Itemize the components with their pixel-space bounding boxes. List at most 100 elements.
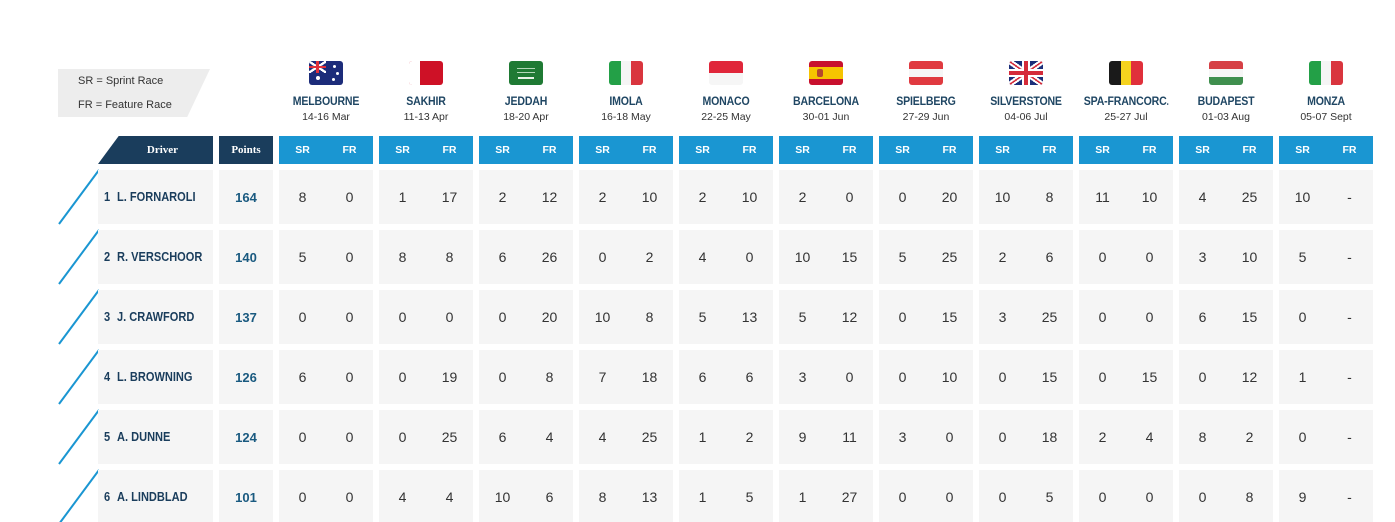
- feature-race-header[interactable]: FR: [1142, 144, 1157, 156]
- feature-race-points: 17: [441, 189, 458, 205]
- feature-race-header[interactable]: FR: [542, 144, 557, 156]
- feature-race-points: 10: [641, 189, 658, 205]
- sprint-race-header[interactable]: SR: [895, 144, 910, 156]
- sprint-race-header[interactable]: SR: [1195, 144, 1210, 156]
- sprint-race-header[interactable]: SR: [795, 144, 810, 156]
- race-8[interactable]: SPA-FRANCORC... 25-27 Jul: [1078, 58, 1174, 123]
- feature-race-points: 0: [345, 249, 354, 265]
- race-result-cell: 6 15: [1179, 290, 1273, 344]
- feature-race-points: 0: [1145, 249, 1154, 265]
- sprint-race-points: 3: [1198, 249, 1207, 265]
- sprint-race-points: 8: [298, 189, 307, 205]
- sprint-race-points: 0: [898, 369, 907, 385]
- sprint-race-points: 6: [1198, 309, 1207, 325]
- driver-column-header[interactable]: Driver: [98, 136, 213, 164]
- race-column-header-7: SR FR: [979, 136, 1073, 164]
- sprint-race-points: 0: [498, 309, 507, 325]
- sprint-race-header[interactable]: SR: [495, 144, 510, 156]
- feature-race-points: 8: [645, 309, 654, 325]
- feature-race-points: 4: [445, 489, 454, 505]
- sprint-race-points: 4: [698, 249, 707, 265]
- sprint-race-header[interactable]: SR: [295, 144, 310, 156]
- feature-race-points: 12: [541, 189, 558, 205]
- feature-race-points: 20: [541, 309, 558, 325]
- feature-race-header[interactable]: FR: [642, 144, 657, 156]
- driver-name[interactable]: A. LINDBLAD: [117, 489, 188, 504]
- sprint-race-header[interactable]: SR: [1095, 144, 1110, 156]
- feature-race-points: 13: [641, 489, 658, 505]
- race-9[interactable]: BUDAPEST 01-03 Aug: [1178, 58, 1274, 123]
- sprint-race-points: 6: [298, 369, 307, 385]
- feature-race-header[interactable]: FR: [1242, 144, 1257, 156]
- feature-race-points: 25: [441, 429, 458, 445]
- sprint-race-points: 0: [298, 429, 307, 445]
- race-3[interactable]: IMOLA 16-18 May: [578, 58, 674, 123]
- table-row[interactable]: 2 R. VERSCHOOR 140 5 0 8 8 6 26 0 2 4 0 10 15 5 25 2 6 0 0 3 1…: [0, 229, 1395, 285]
- feature-race-header[interactable]: FR: [1042, 144, 1057, 156]
- feature-race-header[interactable]: FR: [842, 144, 857, 156]
- driver-name[interactable]: J. CRAWFORD: [117, 309, 195, 324]
- race-result-cell: 0 12: [1179, 350, 1273, 404]
- race-10[interactable]: MONZA 05-07 Sept: [1278, 58, 1374, 123]
- driver-points: 124: [219, 410, 273, 464]
- feature-race-points: 10: [1241, 249, 1258, 265]
- feature-race-points: 10: [1141, 189, 1158, 205]
- race-result-cell: 0 15: [979, 350, 1073, 404]
- united-kingdom-flag-icon: [1009, 61, 1043, 85]
- driver-cell: [98, 410, 213, 464]
- sprint-race-points: 5: [898, 249, 907, 265]
- sprint-race-header[interactable]: SR: [695, 144, 710, 156]
- race-result-cell: 5 13: [679, 290, 773, 344]
- feature-race-points: 25: [641, 429, 658, 445]
- driver-name[interactable]: L. BROWNING: [117, 369, 193, 384]
- race-result-cell: 2 12: [479, 170, 573, 224]
- driver-name[interactable]: A. DUNNE: [117, 429, 171, 444]
- feature-race-points: 15: [1241, 309, 1258, 325]
- race-4[interactable]: MONACO 22-25 May: [678, 58, 774, 123]
- points-column-header[interactable]: Points: [219, 136, 273, 164]
- race-2[interactable]: JEDDAH 18-20 Apr: [478, 58, 574, 123]
- feature-race-header[interactable]: FR: [442, 144, 457, 156]
- race-name: SAKHIR: [406, 94, 446, 108]
- sprint-race-points: 0: [298, 489, 307, 505]
- feature-race-points: 15: [1041, 369, 1058, 385]
- sprint-race-header[interactable]: SR: [1295, 144, 1310, 156]
- sprint-race-header[interactable]: SR: [595, 144, 610, 156]
- race-column-header-8: SR FR: [1079, 136, 1173, 164]
- sprint-race-points: 2: [1098, 429, 1107, 445]
- race-result-cell: 0 15: [879, 290, 973, 344]
- race-name: BUDAPEST: [1197, 94, 1255, 108]
- race-7[interactable]: SILVERSTONE 04-06 Jul: [978, 58, 1074, 123]
- sprint-race-points: 3: [798, 369, 807, 385]
- sprint-race-header[interactable]: SR: [395, 144, 410, 156]
- race-5[interactable]: BARCELONA 30-01 Jun: [778, 58, 874, 123]
- feature-race-header[interactable]: FR: [742, 144, 757, 156]
- table-row[interactable]: 5 A. DUNNE 124 0 0 0 25 6 4 4 25 1 2 9 11 3 0 0 18 2 4 8 2 0-: [0, 409, 1395, 465]
- driver-name[interactable]: R. VERSCHOOR: [117, 249, 203, 264]
- race-6[interactable]: SPIELBERG 27-29 Jun: [878, 58, 974, 123]
- feature-race-points: 11: [842, 429, 857, 445]
- sprint-race-points: 1: [698, 489, 707, 505]
- race-1[interactable]: SAKHIR 11-13 Apr: [378, 58, 474, 123]
- race-dates: 01-03 Aug: [1202, 111, 1250, 123]
- sprint-race-header[interactable]: SR: [995, 144, 1010, 156]
- feature-race-points: 26: [541, 249, 558, 265]
- driver-cell: [98, 350, 213, 404]
- table-row[interactable]: 3 J. CRAWFORD 137 0 0 0 0 0 20 10 8 5 13 5 12 0 15 3 25 0 0 6…: [0, 289, 1395, 345]
- feature-race-header[interactable]: FR: [1342, 144, 1357, 156]
- race-calendar-header: MELBOURNE 14-16 Mar SAKHIR 11-13 Apr JEDDAH 1…: [276, 58, 1386, 130]
- driver-name[interactable]: L. FORNAROLI: [117, 189, 196, 204]
- race-name: MELBOURNE: [292, 94, 360, 108]
- race-column-header-6: SR FR: [879, 136, 973, 164]
- table-row[interactable]: 6 A. LINDBLAD 101 0 0 4 4 10 6 8 13 1 5 1 27 0 0 0 5 0 0 0 8 9-: [0, 469, 1395, 522]
- race-0[interactable]: MELBOURNE 14-16 Mar: [278, 58, 374, 123]
- sprint-race-points: 0: [1298, 309, 1307, 325]
- sprint-race-points: 7: [598, 369, 607, 385]
- sprint-race-points: 8: [398, 249, 407, 265]
- table-row[interactable]: 4 L. BROWNING 126 6 0 0 19 0 8 7 18 6 6 3 0 0 10 0 15 0 15 0 1…: [0, 349, 1395, 405]
- table-row[interactable]: 1 L. FORNAROLI 164 8 0 1 17 2 12 2 10 2 10 2 0 0 20 10 8 11…: [0, 169, 1395, 225]
- feature-race-header[interactable]: FR: [342, 144, 357, 156]
- feature-race-header[interactable]: FR: [942, 144, 957, 156]
